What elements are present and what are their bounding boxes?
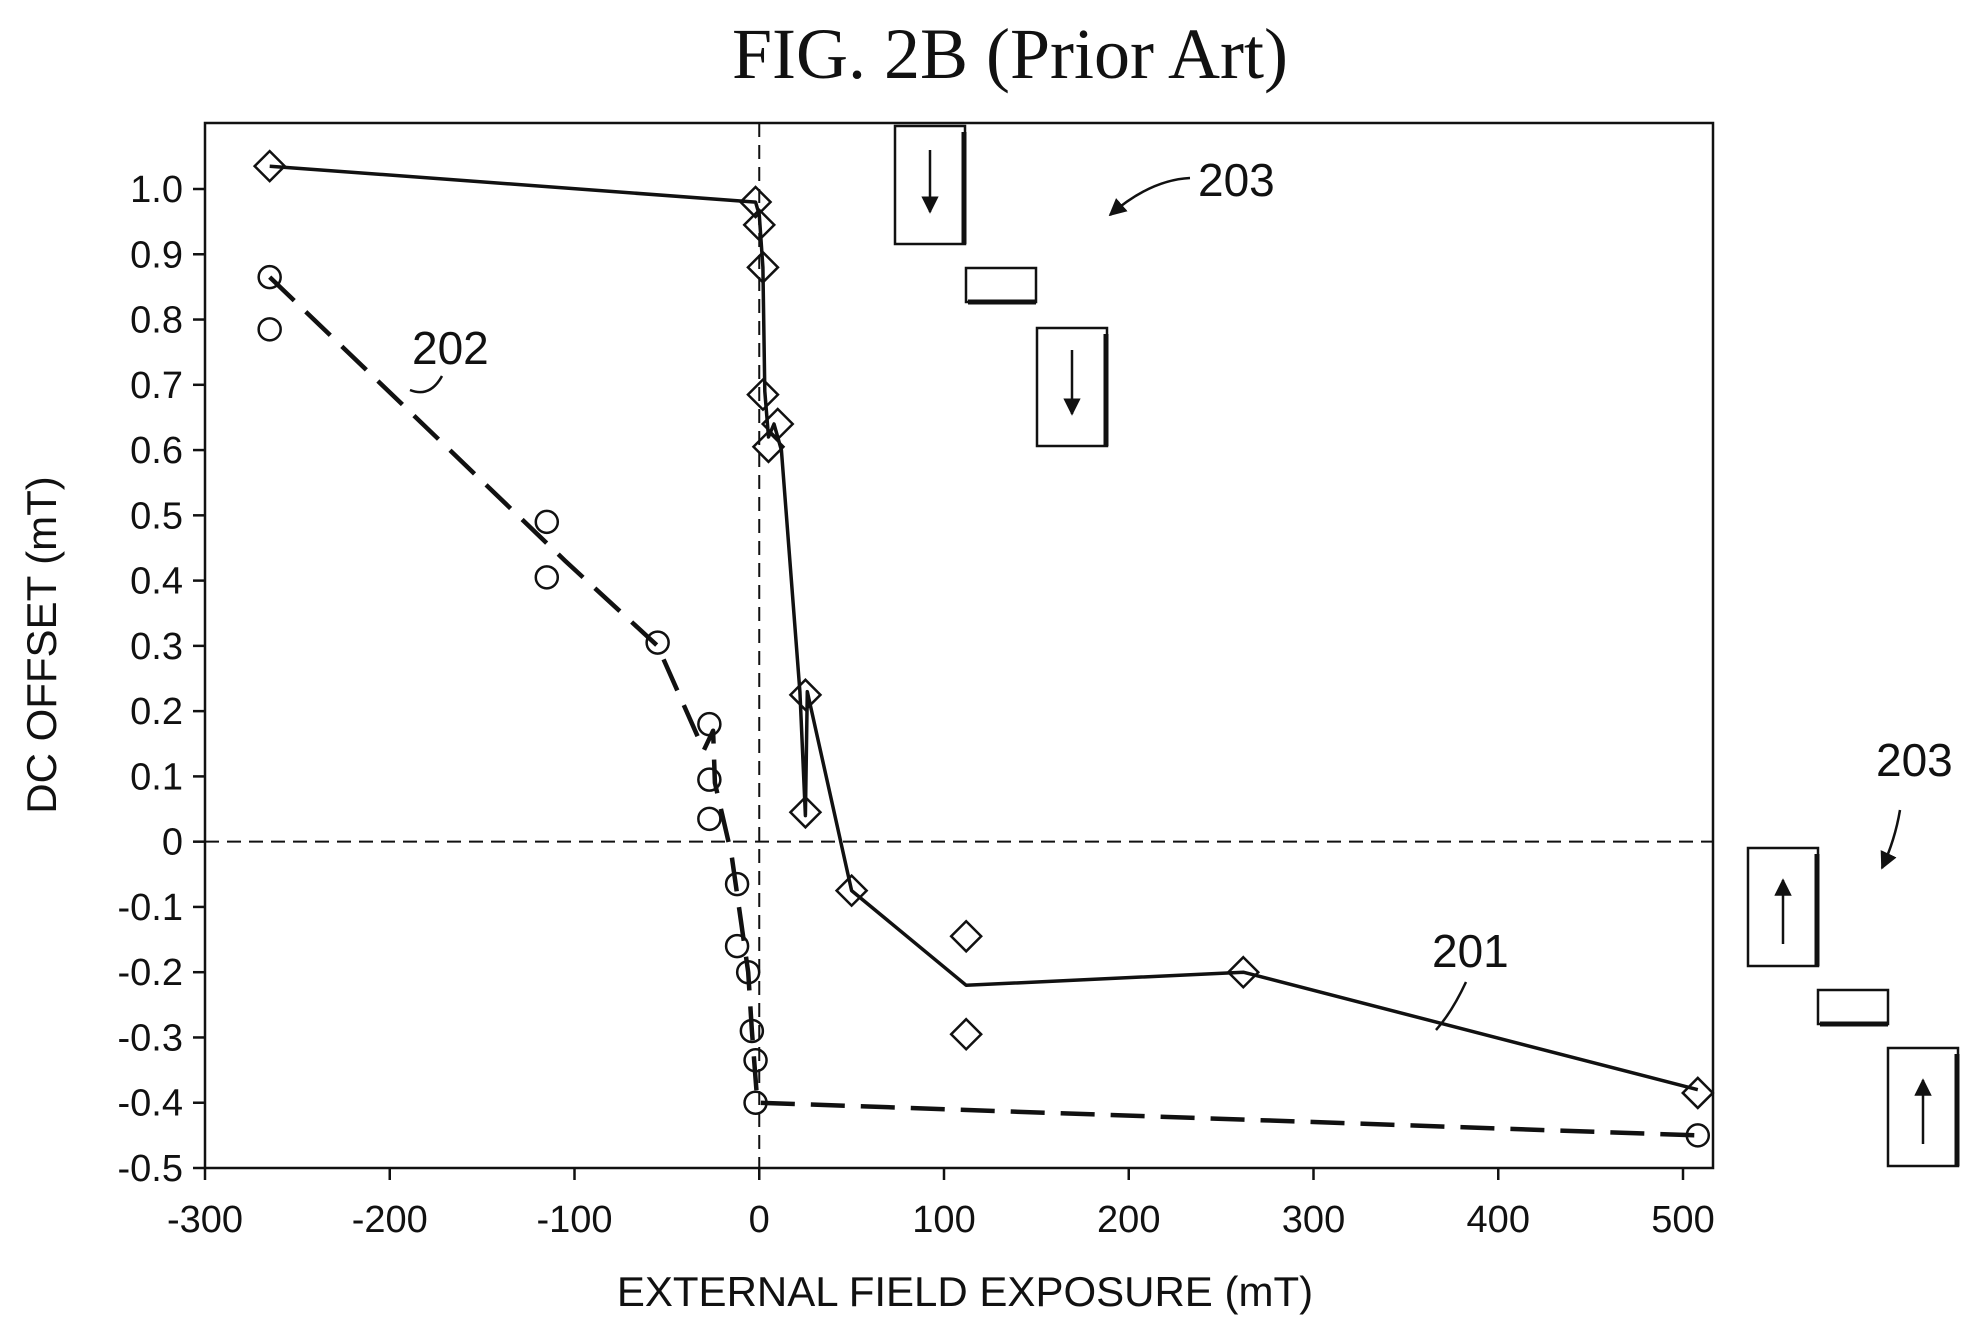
x-tick-label: 300 (1282, 1199, 1345, 1241)
series-line (268, 275, 1698, 1138)
y-tick-label: 0.7 (130, 365, 183, 407)
series-layer (252, 149, 1715, 1148)
y-axis-label: DC OFFSET (mT) (18, 476, 65, 814)
data-point-circle (724, 933, 750, 959)
data-point-diamond (949, 919, 983, 954)
data-point-circle (743, 1090, 768, 1115)
y-tick-label: -0.4 (118, 1083, 183, 1125)
leader-202 (409, 375, 444, 394)
y-tick-label: 0.6 (130, 430, 183, 472)
x-tick-label: -300 (167, 1199, 243, 1241)
y-tick-label: -0.2 (118, 952, 183, 994)
data-point-diamond (751, 430, 786, 464)
y-axis-ticks: 1.0 0.9 0.8 0.7 0.6 0.5 0.4 0.3 0.2 0.1 0 -0.1 -0.2 -… (118, 169, 205, 1190)
data-point-diamond (252, 149, 287, 183)
data-point-diamond (949, 1017, 983, 1051)
y-tick-label: 0.4 (130, 561, 183, 603)
x-tick-label: -100 (536, 1199, 612, 1241)
data-point-circle (257, 317, 282, 342)
data-point-circle (697, 711, 722, 737)
data-point-circle (697, 806, 722, 832)
y-tick-label: -0.1 (118, 887, 183, 929)
leader-203-lower (1880, 809, 1902, 870)
x-tick-label: 400 (1467, 1199, 1530, 1241)
ref-label-203-upper: 203 (1198, 154, 1275, 206)
data-point-diamond (746, 250, 780, 285)
x-tick-label: 0 (749, 1199, 770, 1241)
data-point-circle (534, 565, 560, 590)
y-tick-label: -0.5 (118, 1148, 183, 1190)
series-202 (257, 264, 1711, 1148)
data-point-circle (724, 871, 750, 897)
x-tick-label: -200 (352, 1199, 428, 1241)
data-point-diamond (788, 795, 823, 830)
data-point-diamond (738, 185, 773, 219)
ref-label-201: 201 (1432, 925, 1509, 977)
x-axis-label: EXTERNAL FIELD EXPOSURE (mT) (617, 1268, 1313, 1315)
data-point-circle (645, 630, 670, 655)
domain-spacer-upper (964, 266, 1038, 304)
data-point-circle (257, 264, 282, 290)
x-tick-label: 200 (1097, 1199, 1160, 1241)
chart-title: FIG. 2B (Prior Art) (732, 14, 1288, 94)
leader-203-upper (1108, 176, 1191, 217)
plot-frame (203, 121, 1715, 1170)
x-tick-label: 100 (912, 1199, 975, 1241)
data-point-circle (697, 767, 722, 792)
ref-label-203-lower: 203 (1876, 734, 1953, 786)
domain-sketch-upper (893, 124, 1109, 448)
y-tick-label: 1.0 (130, 169, 183, 211)
leader-201 (1435, 981, 1468, 1031)
series-201 (252, 149, 1715, 1110)
data-point-diamond (788, 678, 823, 712)
data-point-diamond (834, 873, 869, 908)
ref-label-202: 202 (412, 322, 489, 374)
data-point-circle (735, 959, 761, 985)
data-point-diamond (1226, 955, 1261, 989)
domain-spacer-lower (1816, 988, 1890, 1026)
y-tick-label: 0.1 (130, 756, 183, 798)
data-point-diamond (1681, 1076, 1715, 1110)
data-point-diamond (746, 377, 780, 412)
data-point-circle (739, 1018, 765, 1044)
y-tick-label: 0.8 (130, 300, 183, 342)
y-tick-label: 0.2 (130, 691, 183, 733)
y-tick-label: 0.5 (130, 495, 183, 537)
y-tick-label: 0.3 (130, 626, 183, 668)
y-tick-label: 0 (162, 822, 183, 864)
data-point-diamond (760, 407, 795, 441)
domain-sketch-lower (1746, 846, 1960, 1168)
y-tick-label: -0.3 (118, 1017, 183, 1059)
x-tick-label: 500 (1651, 1199, 1714, 1241)
x-axis-ticks: -300 -200 -100 0 100 200 300 400 500 (167, 1168, 1715, 1241)
data-point-circle (1685, 1123, 1711, 1148)
data-point-circle (534, 509, 560, 535)
data-point-diamond (742, 208, 777, 242)
y-tick-label: 0.9 (130, 234, 183, 276)
data-point-circle (743, 1048, 768, 1073)
